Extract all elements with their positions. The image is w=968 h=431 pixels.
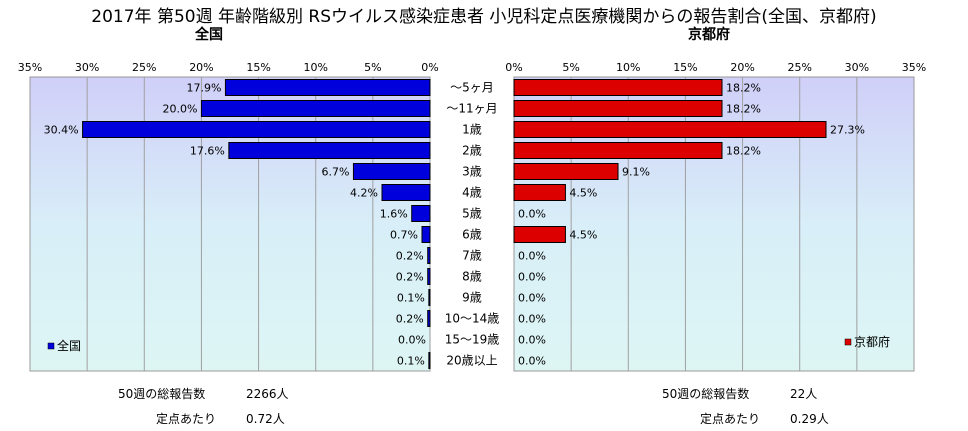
bar-zenkoku bbox=[82, 121, 431, 138]
left-total-value: 2266人 bbox=[246, 387, 289, 401]
right-total-value: 22人 bbox=[790, 387, 818, 401]
bar-zenkoku bbox=[200, 100, 431, 117]
tick-label-right: 25% bbox=[787, 61, 811, 74]
bar-kyoto bbox=[513, 142, 723, 159]
right-panel-title: 京都府 bbox=[688, 27, 730, 43]
data-label-zenkoku: 0.0% bbox=[398, 334, 426, 347]
data-label-zenkoku: 30.4% bbox=[44, 124, 79, 137]
data-label-zenkoku: 0.2% bbox=[396, 250, 424, 263]
data-label-kyoto: 18.2% bbox=[726, 82, 761, 95]
category-label: 15～19歳 bbox=[445, 333, 500, 347]
category-label: ～5ヶ月 bbox=[450, 81, 494, 95]
data-label-zenkoku: 0.2% bbox=[396, 271, 424, 284]
data-label-kyoto: 0.0% bbox=[518, 208, 546, 221]
data-label-zenkoku: 17.9% bbox=[186, 82, 221, 95]
right-per-label: 定点あたり bbox=[700, 412, 761, 426]
tick-label-left: 5% bbox=[364, 61, 381, 74]
bar-zenkoku bbox=[427, 310, 431, 327]
tick-label-right: 10% bbox=[616, 61, 640, 74]
tick-label-left: 10% bbox=[303, 61, 327, 74]
tick-label-right: 35% bbox=[902, 61, 926, 74]
tick-label-right: 30% bbox=[845, 61, 869, 74]
data-label-kyoto: 4.5% bbox=[569, 229, 597, 242]
bar-zenkoku bbox=[428, 289, 431, 306]
category-label: 7歳 bbox=[462, 249, 482, 263]
bar-zenkoku bbox=[411, 205, 431, 222]
tick-label-right: 20% bbox=[730, 61, 754, 74]
bar-kyoto bbox=[513, 184, 566, 201]
bar-zenkoku bbox=[421, 226, 431, 243]
bar-kyoto bbox=[513, 121, 827, 138]
left-per-label: 定点あたり bbox=[156, 412, 217, 426]
data-label-zenkoku: 0.1% bbox=[397, 355, 425, 368]
data-label-zenkoku: 0.1% bbox=[397, 292, 425, 305]
data-label-kyoto: 9.1% bbox=[622, 166, 650, 179]
left-per-value: 0.72人 bbox=[246, 412, 285, 426]
legend-swatch-kyoto bbox=[844, 338, 852, 346]
data-label-kyoto: 4.5% bbox=[569, 187, 597, 200]
legend-label-kyoto: 京都府 bbox=[854, 334, 890, 349]
legend-swatch-zenkoku bbox=[47, 342, 55, 350]
bar-kyoto bbox=[513, 226, 566, 243]
data-label-kyoto: 0.0% bbox=[518, 292, 546, 305]
tick-label-right: 0% bbox=[505, 61, 522, 74]
data-label-zenkoku: 17.6% bbox=[190, 145, 225, 158]
data-label-zenkoku: 0.7% bbox=[390, 229, 418, 242]
tick-label-left: 35% bbox=[18, 61, 42, 74]
category-label: 3歳 bbox=[462, 165, 482, 179]
data-label-zenkoku: 0.2% bbox=[396, 313, 424, 326]
data-label-kyoto: 27.3% bbox=[830, 124, 865, 137]
data-label-kyoto: 0.0% bbox=[518, 334, 546, 347]
data-label-kyoto: 18.2% bbox=[726, 145, 761, 158]
left-total-label: 50週の総報告数 bbox=[118, 387, 206, 401]
bar-zenkoku bbox=[352, 163, 431, 180]
category-label: 10～14歳 bbox=[445, 312, 500, 326]
category-label: 5歳 bbox=[462, 207, 482, 221]
category-label: 4歳 bbox=[462, 186, 482, 200]
right-per-value: 0.29人 bbox=[790, 412, 829, 426]
data-label-kyoto: 0.0% bbox=[518, 313, 546, 326]
data-label-zenkoku: 1.6% bbox=[380, 208, 408, 221]
category-label: 20歳以上 bbox=[446, 354, 497, 368]
tick-label-right: 5% bbox=[562, 61, 579, 74]
data-label-kyoto: 0.0% bbox=[518, 250, 546, 263]
data-label-zenkoku: 4.2% bbox=[350, 187, 378, 200]
data-label-kyoto: 18.2% bbox=[726, 103, 761, 116]
category-label: ～11ヶ月 bbox=[446, 102, 497, 116]
category-label: 9歳 bbox=[462, 291, 482, 305]
bar-zenkoku bbox=[427, 247, 431, 264]
bar-zenkoku bbox=[427, 268, 431, 285]
bar-kyoto bbox=[513, 163, 619, 180]
left-panel-title: 全国 bbox=[195, 27, 223, 43]
category-label: 6歳 bbox=[462, 228, 482, 242]
bar-zenkoku bbox=[224, 79, 431, 96]
tick-label-left: 15% bbox=[246, 61, 270, 74]
tick-label-left: 30% bbox=[75, 61, 99, 74]
chart-title: 2017年 第50週 年齢階級別 RSウイルス感染症患者 小児科定点医療機関から… bbox=[91, 7, 877, 27]
bar-zenkoku bbox=[228, 142, 431, 159]
data-label-zenkoku: 6.7% bbox=[321, 166, 349, 179]
category-label: 2歳 bbox=[462, 144, 482, 158]
tick-label-left: 20% bbox=[189, 61, 213, 74]
bar-zenkoku bbox=[381, 184, 431, 201]
data-label-kyoto: 0.0% bbox=[518, 271, 546, 284]
tick-label-right: 15% bbox=[673, 61, 697, 74]
bar-kyoto bbox=[513, 100, 723, 117]
right-total-label: 50週の総報告数 bbox=[662, 387, 750, 401]
category-label: 1歳 bbox=[462, 123, 482, 137]
bar-zenkoku bbox=[428, 352, 431, 369]
bar-kyoto bbox=[513, 79, 723, 96]
data-label-zenkoku: 20.0% bbox=[162, 103, 197, 116]
tick-label-left: 0% bbox=[421, 61, 438, 74]
category-label: 8歳 bbox=[462, 270, 482, 284]
tick-label-left: 25% bbox=[132, 61, 156, 74]
legend-label-zenkoku: 全国 bbox=[57, 338, 81, 353]
data-label-kyoto: 0.0% bbox=[518, 355, 546, 368]
